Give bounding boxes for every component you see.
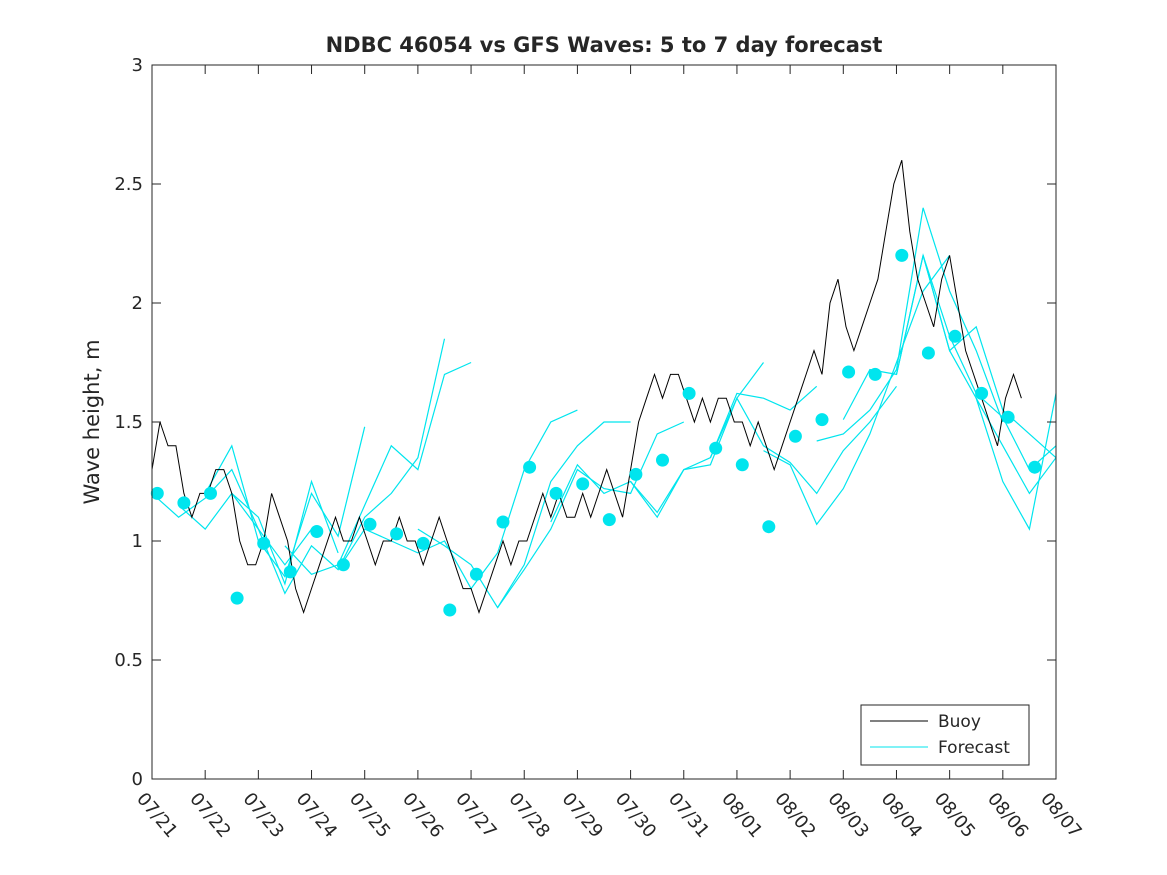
forecast-point [948, 329, 962, 343]
forecast-run-line [178, 479, 339, 586]
forecast-run-line [417, 421, 631, 609]
forecast-run-line [337, 409, 578, 590]
forecast-point [709, 441, 723, 455]
forecast-point [895, 248, 909, 262]
forecast-point [682, 386, 696, 400]
y-tick-label: 3 [132, 55, 143, 76]
chart-title: NDBC 46054 vs GFS Waves: 5 to 7 day fore… [326, 33, 883, 57]
forecast-run-line [151, 468, 312, 566]
legend-box [860, 704, 1030, 766]
y-tick-label: 1.5 [114, 412, 143, 433]
buoy-line [151, 160, 1022, 614]
forecast-point [815, 413, 829, 427]
forecast-point [1028, 460, 1042, 474]
forecast-point [363, 517, 377, 531]
forecast-run-line [630, 385, 818, 519]
y-tick-label: 2.5 [114, 174, 143, 195]
forecast-point [496, 515, 510, 529]
forecast-run-line [816, 207, 1004, 442]
forecast-point [257, 536, 271, 550]
forecast-point [230, 591, 244, 605]
forecast-markers [150, 248, 1042, 617]
forecast-point [549, 486, 563, 500]
legend-forecast-label: Forecast [938, 738, 1010, 758]
forecast-point [204, 486, 217, 500]
forecast-point [310, 525, 324, 538]
y-tick-label: 1 [132, 531, 143, 552]
legend-buoy-label: Buoy [938, 712, 981, 732]
forecast-point [336, 558, 350, 572]
forecast-point [975, 386, 989, 400]
y-axis: 0 0.5 1 1.5 2 2.5 3 [114, 55, 1056, 790]
forecast-point [656, 453, 669, 467]
y-tick-label: 2 [132, 293, 143, 314]
forecast-run-line [763, 255, 951, 526]
forecast-point [868, 367, 882, 381]
forecast-point [150, 486, 164, 500]
forecast-point [390, 527, 404, 541]
forecast-point [576, 477, 590, 491]
forecast-point [842, 365, 856, 379]
forecast-point [629, 467, 643, 481]
buoy-series [151, 160, 1022, 614]
forecast-point [602, 513, 616, 527]
forecast-point [443, 603, 457, 617]
forecast-point [469, 567, 483, 581]
y-tick-label: 0 [132, 769, 143, 790]
plot-area: 00.511.522.53 07/21 07/22 07/23 07/24 07/25 0… [114, 55, 1085, 842]
forecast-series [151, 207, 1057, 609]
forecast-point [735, 458, 749, 472]
forecast-point [762, 520, 776, 534]
y-tick-label: 0.5 [114, 650, 143, 671]
forecast-point [523, 460, 537, 474]
forecast-point [283, 565, 297, 579]
forecast-point [1001, 410, 1015, 424]
forecast-run-line [550, 362, 764, 523]
forecast-point [921, 346, 935, 360]
forecast-point [177, 496, 191, 510]
forecast-point [788, 429, 802, 443]
forecast-run-line [284, 361, 472, 575]
forecast-run-line [975, 393, 1057, 531]
forecast-run-line [204, 426, 366, 578]
legend: Buoy Forecast [860, 704, 1030, 766]
y-axis-label: Wave height, m [80, 339, 104, 504]
forecast-run-line [709, 385, 897, 495]
forecast-point [416, 536, 430, 550]
